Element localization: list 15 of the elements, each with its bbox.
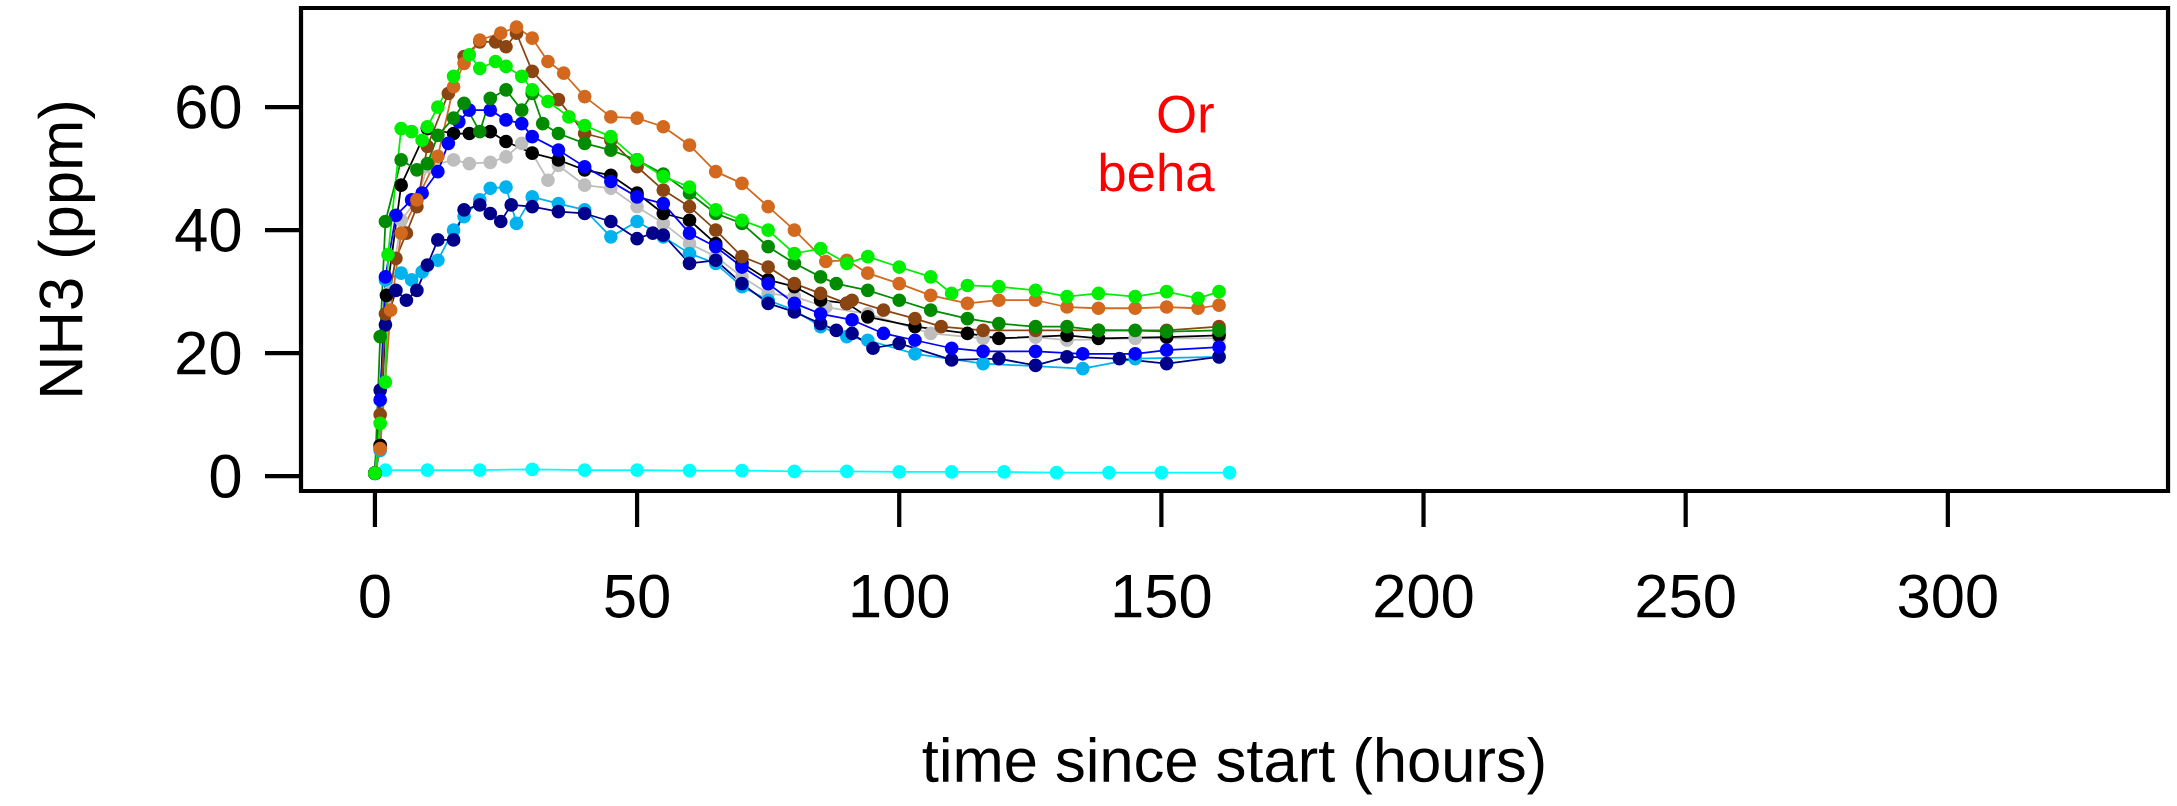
x-tick-label: 100 xyxy=(852,574,949,618)
annotation: beha xyxy=(1100,152,1215,192)
y-tick-label: 60 xyxy=(177,85,241,129)
x-tick-label: 300 xyxy=(1898,574,1997,618)
y-tick-label: 0 xyxy=(210,454,241,498)
x-tick-label: 250 xyxy=(1637,574,1735,618)
x-tick-label: 50 xyxy=(605,574,669,618)
y-tick-label: 40 xyxy=(175,208,241,252)
x-axis-title: time since start (hours) xyxy=(922,737,1544,795)
annotation: Or xyxy=(1158,95,1214,133)
x-tick-label: 200 xyxy=(1375,574,1473,618)
x-tick-label: 150 xyxy=(1114,574,1211,618)
x-tick-label: 0 xyxy=(360,574,390,618)
y-axis-title: NH3 (ppm) xyxy=(37,103,96,395)
y-tick-label: 20 xyxy=(177,331,241,375)
